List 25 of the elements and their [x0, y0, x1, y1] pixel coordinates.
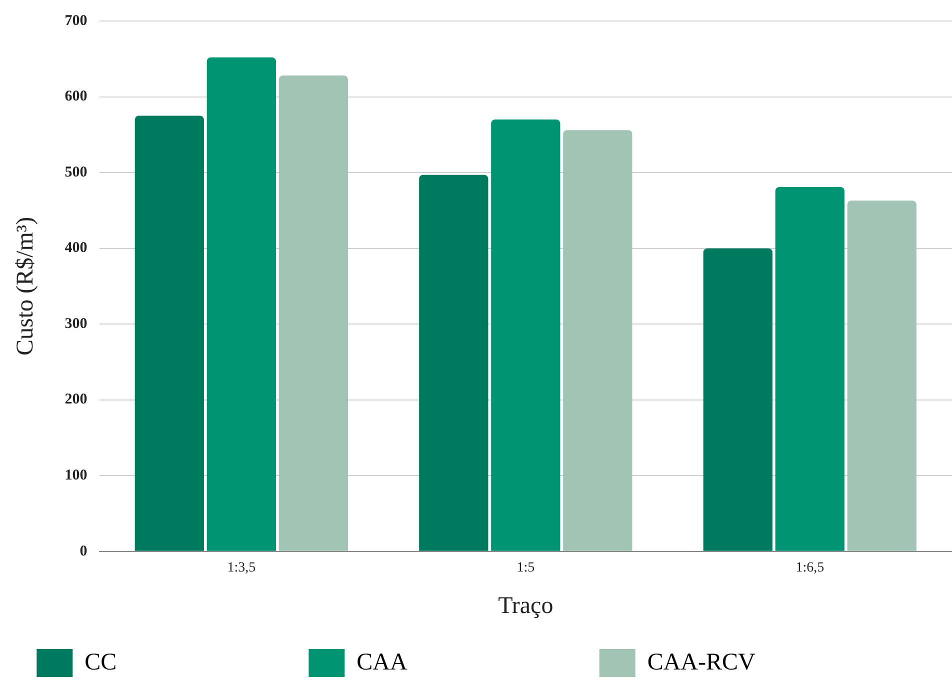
y-tick-label: 600 [64, 88, 88, 105]
bar [703, 248, 772, 551]
legend-label: CC [84, 649, 285, 676]
x-tick-label: 1:6,5 [796, 560, 824, 576]
bar [847, 200, 916, 551]
y-tick-label: 100 [64, 468, 88, 484]
x-axis-title: Traço [498, 592, 554, 619]
y-tick-label: 300 [64, 316, 88, 332]
x-tick-label: 1:5 [516, 560, 535, 576]
y-tick-label: 400 [64, 240, 88, 256]
legend-label: CAA [356, 649, 576, 676]
bar [206, 57, 276, 551]
y-tick-label: 200 [64, 392, 88, 408]
y-tick-label: 0 [80, 543, 88, 560]
y-tick-label: 700 [64, 12, 88, 29]
bar [134, 116, 204, 551]
bar [775, 186, 844, 551]
bar [563, 130, 632, 551]
y-axis-title: Custo (R$/m³) [12, 216, 39, 356]
bar [419, 174, 488, 551]
bar [491, 120, 560, 551]
y-tick-label: 500 [64, 164, 88, 180]
x-tick-label: 1:3,5 [227, 560, 256, 576]
bar [278, 76, 348, 551]
legend-label: CAA-RCV [647, 649, 924, 676]
